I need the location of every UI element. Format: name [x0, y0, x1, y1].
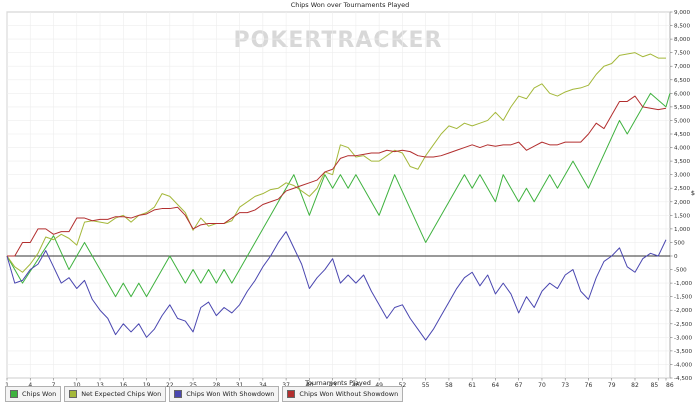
plot-area [6, 11, 671, 379]
x-tick-label: 7 [52, 382, 56, 389]
x-tick-label: 28 [213, 382, 221, 389]
x-tick-label: 19 [143, 382, 151, 389]
y-axis: -4,500 -4,000 -3,500 -3,000 -2,500 -2,000 -1,5… [670, 10, 692, 382]
x-tick-label: 76 [585, 382, 593, 389]
x-tick-label: 22 [166, 382, 174, 389]
x-tick-label: 31 [236, 382, 244, 389]
x-tick-label: 25 [189, 382, 197, 389]
y-tick-label: 7,000 [674, 64, 690, 70]
grid [6, 11, 670, 379]
y-tick-label: -2,000 [674, 308, 692, 314]
legend-label: Chips Won With Showdown [186, 390, 275, 398]
y-tick-label: 3,500 [674, 159, 690, 165]
y-tick-label: 5,000 [674, 118, 690, 124]
legend-swatch [69, 390, 78, 398]
x-tick-label: 55 [422, 382, 430, 389]
y-tick-label: 0 [674, 254, 678, 260]
x-axis: 1 4 7 10 13 16 19 22 25 28 31 34 37 40 43 46 49 52 55 58 61 6… [5, 378, 674, 389]
legend-item-3[interactable]: Chips Won With Showdown [169, 386, 280, 402]
y-tick-label: 8,500 [674, 24, 690, 30]
legend-label: Chips Won Without Showdown [299, 390, 399, 398]
x-tick-label: 79 [608, 382, 616, 389]
series-line-1 [6, 92, 671, 298]
legend: Chips Won Net Expected Chips Won Chips Won… [5, 386, 404, 402]
y-tick-label: -1,500 [674, 295, 692, 301]
y-tick-label: -500 [674, 268, 687, 274]
legend-label: Net Expected Chips Won [81, 390, 162, 398]
y-tick-label: -4,000 [674, 362, 692, 368]
y-tick-label: 3,000 [674, 173, 690, 179]
y-tick-label: 1,000 [674, 227, 690, 233]
x-tick-label: 58 [445, 382, 453, 389]
x-tick-label: 16 [119, 382, 127, 389]
y-tick-label: 4,500 [674, 132, 690, 138]
legend-label: Chips Won [22, 390, 57, 398]
y-tick-label: 1,500 [674, 213, 690, 219]
x-tick-label: 46 [352, 382, 360, 389]
legend-swatch [287, 390, 296, 398]
x-tick-label: 61 [468, 382, 476, 389]
legend-item-2[interactable]: Net Expected Chips Won [64, 386, 167, 402]
y-tick-label: 4,000 [674, 146, 690, 152]
x-tick-label: 85 [651, 382, 659, 389]
x-tick-label: 52 [399, 382, 407, 389]
watermark: POKERTRACKER [234, 28, 443, 53]
series-line-4 [7, 95, 667, 257]
x-tick-label: 1 [5, 382, 9, 389]
y-tick-label: -3,500 [674, 349, 692, 355]
x-tick-label: 40 [306, 382, 314, 389]
x-tick-label: 67 [515, 382, 523, 389]
x-axis-label: Tournaments Played [304, 379, 371, 387]
y-tick-label: 500 [674, 240, 685, 246]
x-tick-label: 86 [666, 382, 674, 389]
x-tick-label: 13 [96, 382, 104, 389]
y-tick-label: 7,500 [674, 51, 690, 57]
y-tick-label: 2,000 [674, 200, 690, 206]
y-tick-label: 9,000 [674, 10, 690, 16]
legend-item-1[interactable]: Chips Won [5, 386, 62, 402]
legend-swatch [174, 390, 183, 398]
y-tick-label: -2,500 [674, 322, 692, 328]
legend-swatch [10, 390, 18, 398]
y-tick-label: 8,000 [674, 37, 690, 43]
series-line-3 [6, 231, 667, 341]
y-tick-label: -1,000 [674, 281, 692, 287]
legend-item-4[interactable]: Chips Won Without Showdown [282, 386, 404, 402]
series-layer [6, 52, 671, 341]
y-tick-label: -4,500 [674, 376, 692, 382]
x-tick-label: 82 [631, 382, 639, 389]
x-tick-label: 43 [329, 382, 337, 389]
chart-title: Chips Won over Tournaments Played [291, 1, 410, 9]
x-tick-label: 4 [28, 382, 32, 389]
x-tick-label: 49 [375, 382, 383, 389]
x-tick-label: 70 [538, 382, 546, 389]
x-tick-label: 34 [259, 382, 267, 389]
y-tick-label: 2,500 [674, 186, 690, 192]
x-tick-label: 73 [561, 382, 569, 389]
series-line-2 [6, 52, 666, 273]
x-tick-label: 10 [73, 382, 81, 389]
y-tick-label: -3,000 [674, 335, 692, 341]
y-axis-label: $ [691, 189, 695, 197]
x-tick-label: 37 [282, 382, 290, 389]
y-tick-label: 5,500 [674, 105, 690, 111]
y-tick-label: 6,500 [674, 78, 690, 84]
y-tick-label: 6,000 [674, 91, 690, 97]
x-tick-label: 64 [492, 382, 500, 389]
